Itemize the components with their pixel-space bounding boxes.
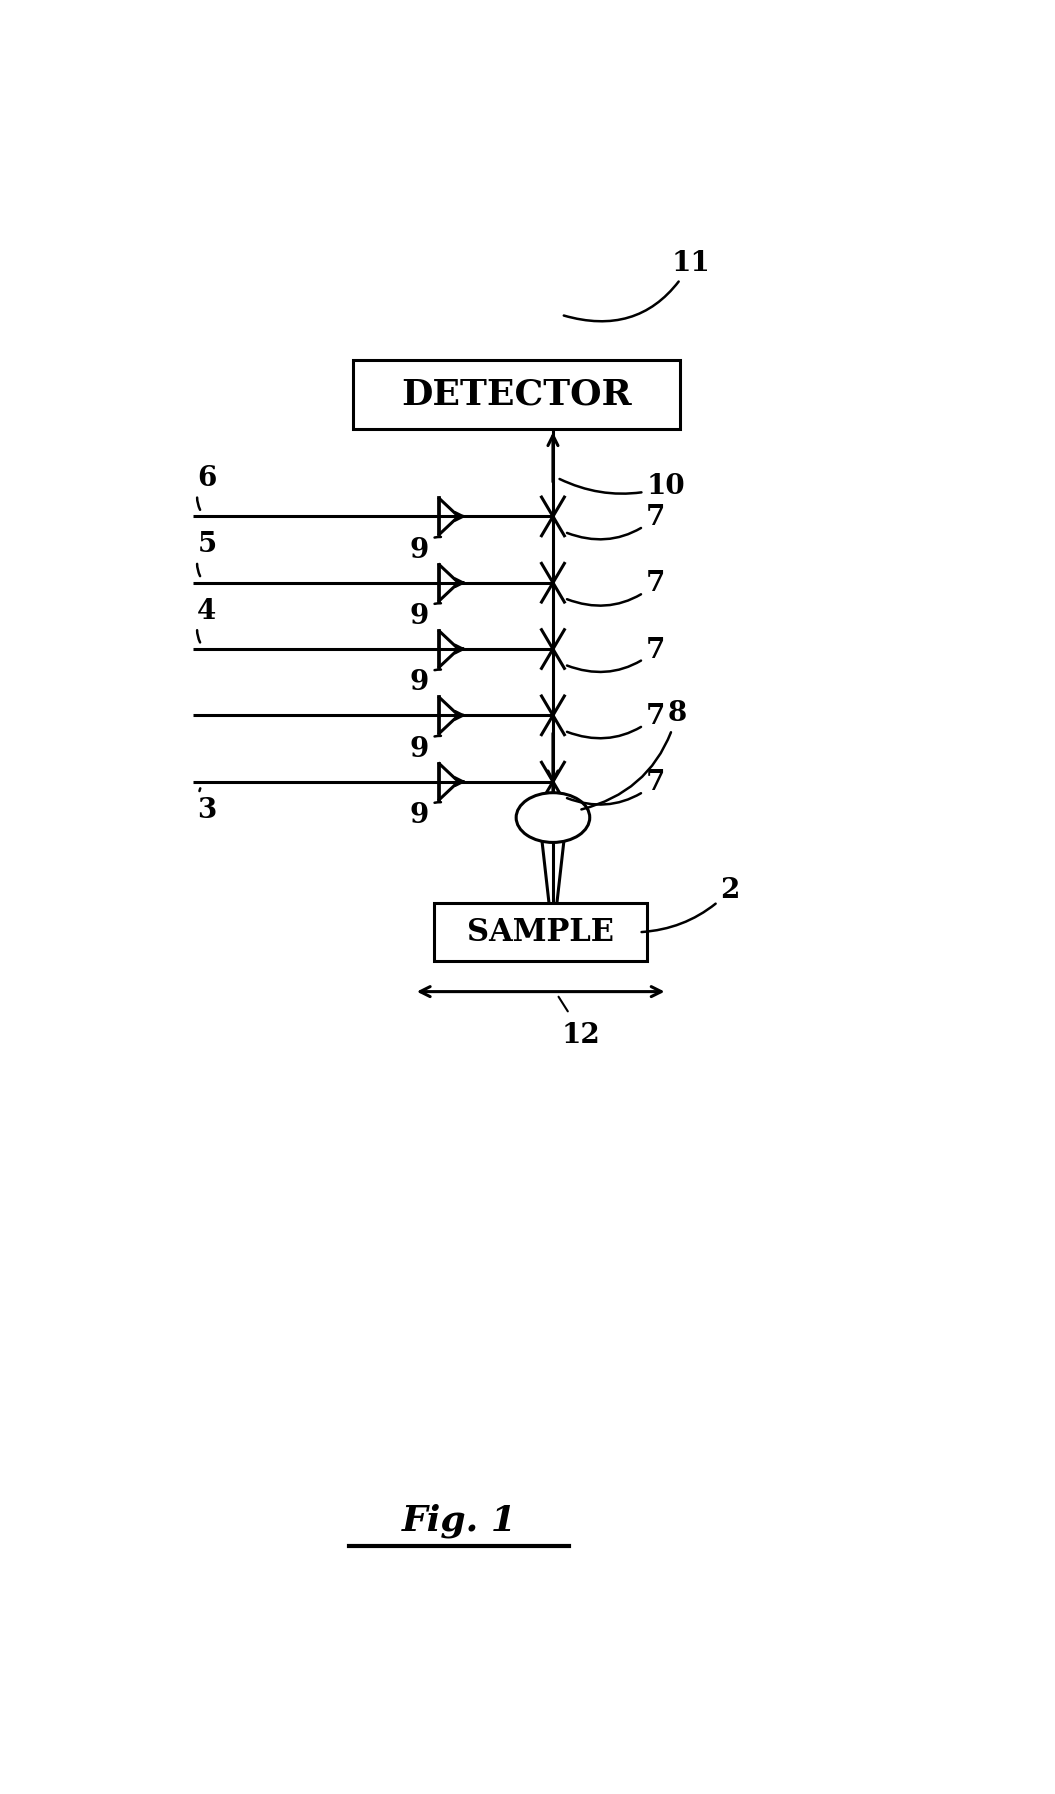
Text: 7: 7 (567, 637, 666, 673)
Text: 7: 7 (567, 770, 666, 804)
Text: 7: 7 (567, 703, 666, 739)
Text: 3: 3 (197, 788, 216, 823)
Text: 6: 6 (197, 465, 216, 509)
Text: 9: 9 (409, 669, 441, 696)
Text: 2: 2 (641, 877, 740, 933)
FancyBboxPatch shape (435, 902, 647, 962)
Text: 4: 4 (197, 597, 216, 642)
FancyBboxPatch shape (352, 361, 679, 429)
Text: 9: 9 (409, 536, 441, 563)
Text: 9: 9 (409, 736, 441, 762)
Text: 5: 5 (197, 531, 216, 576)
Text: 10: 10 (559, 474, 686, 501)
Text: 8: 8 (581, 700, 687, 809)
Text: Fig. 1: Fig. 1 (401, 1503, 517, 1537)
Text: 9: 9 (409, 802, 441, 829)
Text: 7: 7 (567, 504, 666, 540)
Text: 7: 7 (567, 570, 666, 606)
Text: SAMPLE: SAMPLE (467, 917, 614, 947)
Text: 9: 9 (409, 603, 441, 630)
Text: 12: 12 (561, 1023, 600, 1049)
Text: 11: 11 (563, 249, 710, 321)
Text: DETECTOR: DETECTOR (401, 379, 632, 413)
Ellipse shape (516, 793, 590, 843)
